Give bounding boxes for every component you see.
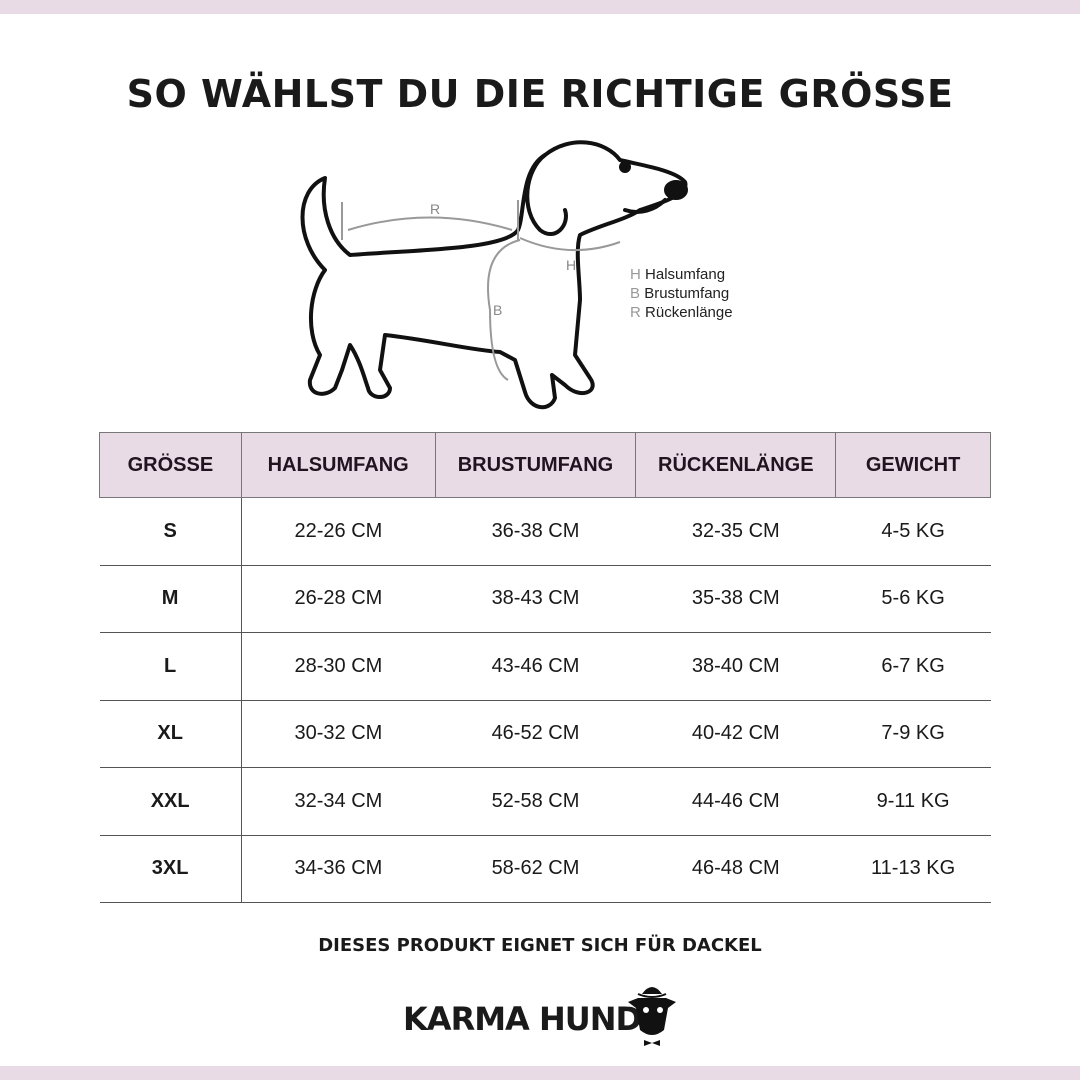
dog-head-logo-icon <box>628 987 676 1046</box>
table-cell: 44-46 CM <box>635 767 836 836</box>
page-title: SO WÄHLST DU DIE RICHTIGE GRÖSSE <box>126 72 954 116</box>
table-cell: 30-32 CM <box>241 700 436 768</box>
table-cell: 46-48 CM <box>635 835 836 903</box>
table-row: S 22-26 CM 36-38 CM 32-35 CM 4-5 KG <box>99 497 991 566</box>
label-h: H <box>566 257 576 273</box>
dachshund-diagram: R H B <box>300 140 688 409</box>
table-cell: XXL <box>99 767 242 836</box>
table-cell: XL <box>99 700 242 768</box>
table-cell: 43-46 CM <box>435 632 636 701</box>
legend-item: H Halsumfang <box>630 266 726 283</box>
legend-item: R Rückenlänge <box>630 304 733 321</box>
table-cell: 7-9 KG <box>835 700 991 768</box>
table-cell: L <box>99 632 242 701</box>
table-row: L 28-30 CM 43-46 CM 38-40 CM 6-7 KG <box>99 632 991 701</box>
table-cell: 26-28 CM <box>241 565 436 633</box>
label-b: B <box>493 302 502 318</box>
table-cell: 32-35 CM <box>635 497 836 566</box>
table-cell: 40-42 CM <box>635 700 836 768</box>
header-cell: RÜCKENLÄNGE <box>635 432 837 498</box>
table-cell: 32-34 CM <box>241 767 436 836</box>
header-cell: GRÖSSE <box>99 432 242 498</box>
table-row: M 26-28 CM 38-43 CM 35-38 CM 5-6 KG <box>99 565 991 633</box>
table-cell: 38-43 CM <box>435 565 636 633</box>
table-cell: 46-52 CM <box>435 700 636 768</box>
table-cell: 9-11 KG <box>835 767 991 836</box>
table-cell: 11-13 KG <box>835 835 991 903</box>
bottom-band <box>0 1066 1080 1080</box>
table-cell: 28-30 CM <box>241 632 436 701</box>
table-cell: 22-26 CM <box>241 497 436 566</box>
table-cell: 6-7 KG <box>835 632 991 701</box>
label-r: R <box>430 201 440 217</box>
table-row: 3XL 34-36 CM 58-62 CM 46-48 CM 11-13 KG <box>99 835 991 903</box>
product-note: DIESES PRODUKT EIGNET SICH FÜR DACKEL <box>318 935 762 956</box>
table-cell: 35-38 CM <box>635 565 836 633</box>
table-cell: 38-40 CM <box>635 632 836 701</box>
table-cell: 4-5 KG <box>835 497 991 566</box>
size-table: GRÖSSE HALSUMFANG BRUSTUMFANG RÜCKENLÄNG… <box>99 432 991 903</box>
table-cell: 58-62 CM <box>435 835 636 903</box>
table-cell: 52-58 CM <box>435 767 636 836</box>
table-row: XL 30-32 CM 46-52 CM 40-42 CM 7-9 KG <box>99 700 991 768</box>
table-cell: 36-38 CM <box>435 497 636 566</box>
brand-logo: KARMA HUND <box>403 1000 642 1038</box>
table-cell: M <box>99 565 242 633</box>
table-row: XXL 32-34 CM 52-58 CM 44-46 CM 9-11 KG <box>99 767 991 836</box>
legend-item: B Brustumfang <box>630 285 730 302</box>
top-band <box>0 0 1080 14</box>
table-header: GRÖSSE HALSUMFANG BRUSTUMFANG RÜCKENLÄNG… <box>99 432 991 498</box>
measurement-legend: H Halsumfang B Brustumfang R Rückenlänge <box>630 265 733 322</box>
table-cell: 5-6 KG <box>835 565 991 633</box>
table-cell: 3XL <box>99 835 242 903</box>
table-cell: 34-36 CM <box>241 835 436 903</box>
header-cell: GEWICHT <box>835 432 991 498</box>
header-cell: HALSUMFANG <box>240 432 436 498</box>
header-cell: BRUSTUMFANG <box>434 432 637 498</box>
table-cell: S <box>99 497 242 566</box>
